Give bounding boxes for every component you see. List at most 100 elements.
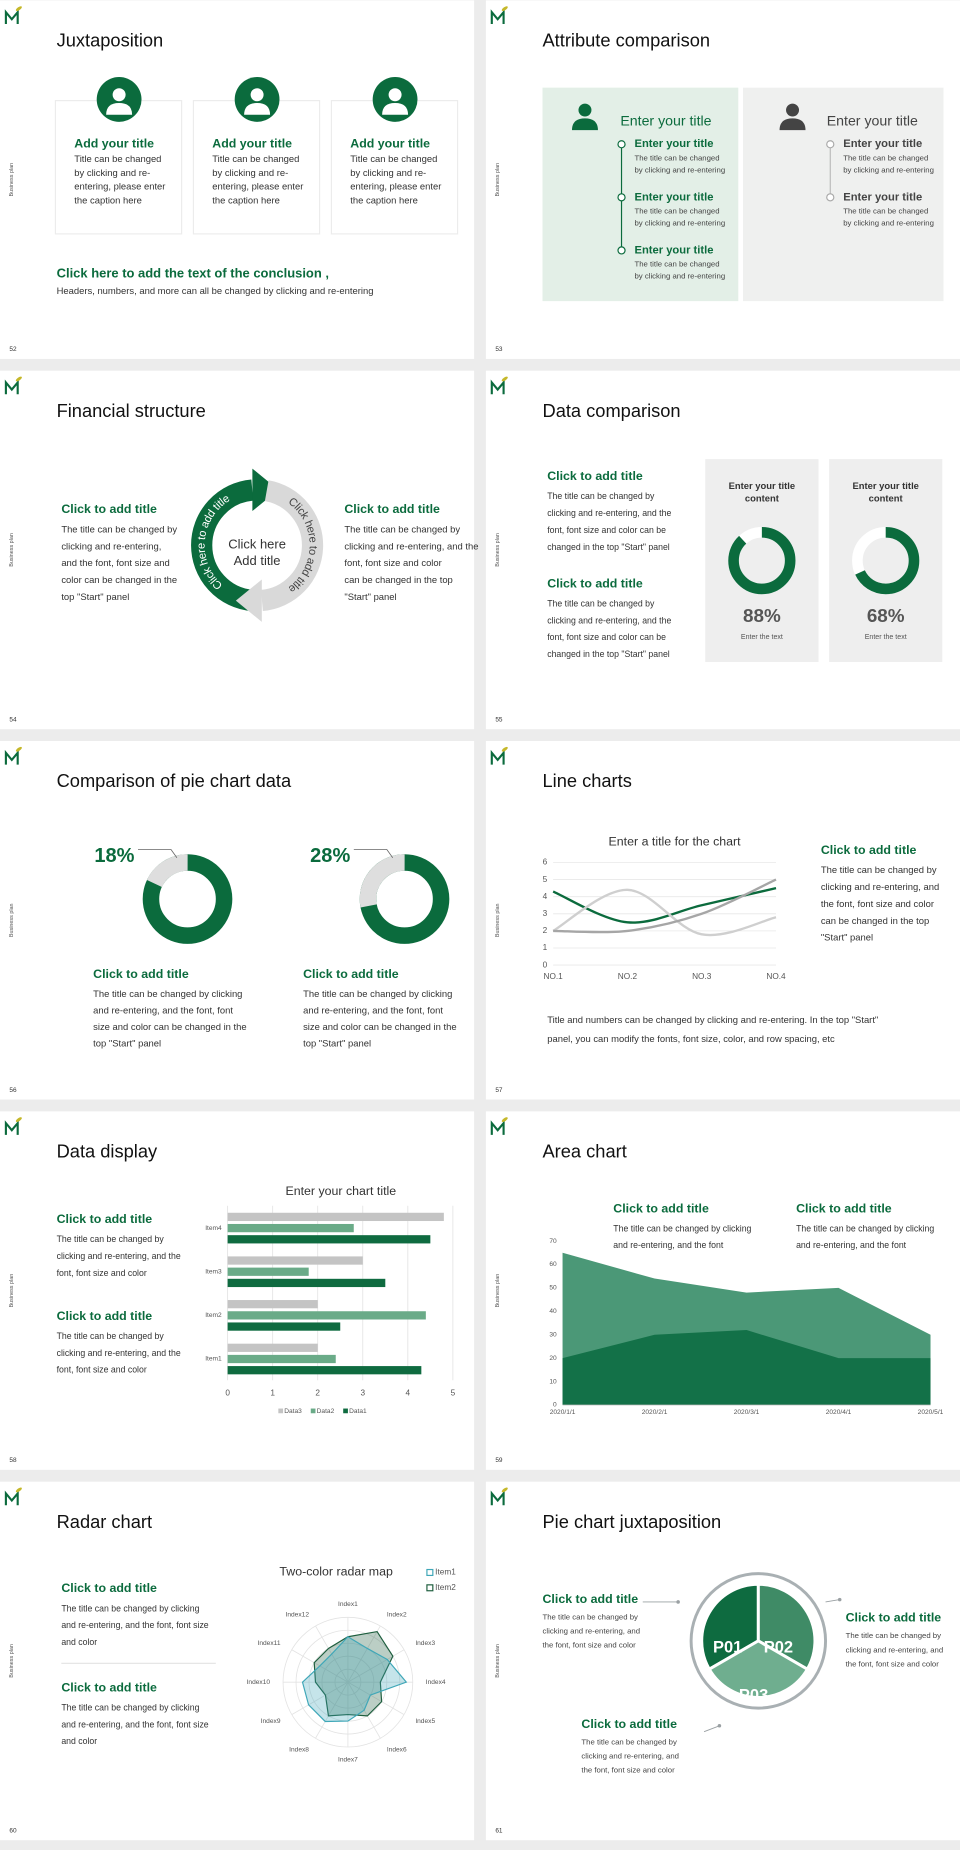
x-tick-label: 2020/5/1 <box>918 1409 944 1416</box>
body-text: the font, font size and color <box>846 1660 940 1669</box>
page-number: 59 <box>495 1457 503 1464</box>
card <box>54 100 183 235</box>
panel-icon-body <box>779 118 806 131</box>
donut-arc <box>852 526 920 595</box>
logo-leaf <box>501 746 508 752</box>
item-title: Enter your title <box>634 191 713 203</box>
block-title: Click to add title <box>61 1680 157 1694</box>
x-tick-label: 2020/4/1 <box>826 1409 852 1416</box>
segment <box>707 1639 810 1699</box>
body-text: The title can be changed by clicking <box>61 1603 199 1613</box>
body-text: "Start" panel <box>344 591 396 602</box>
page-number: 58 <box>9 1457 17 1464</box>
block-title: Click to add title <box>57 1309 153 1323</box>
value-label: 28% <box>310 845 350 867</box>
axis-label: Index4 <box>426 1679 446 1686</box>
icon-head <box>250 88 264 102</box>
body-text: top "Start" panel <box>61 591 129 602</box>
block-title: Click to add title <box>344 502 440 516</box>
y-tick-label: Item4 <box>205 1225 222 1232</box>
slide-title: Comparison of pie chart data <box>57 770 292 791</box>
slide <box>485 741 960 1100</box>
body-text: The title can be changed by <box>547 599 655 609</box>
body-text: The title can be changed by clicking <box>303 988 452 999</box>
x-tick-label: 4 <box>406 1388 411 1397</box>
panel-icon-body <box>571 118 598 131</box>
legend-label: Data3 <box>284 1408 302 1415</box>
body-text: Title can be changed <box>74 153 161 164</box>
slide <box>0 741 475 1100</box>
body-text: The title can be changed by <box>581 1737 677 1746</box>
bar <box>227 1300 318 1309</box>
leader-line <box>353 849 394 859</box>
spoke <box>291 1681 349 1715</box>
body-text: The title can be changed by <box>821 864 937 875</box>
block-title: Click to add title <box>547 576 643 590</box>
body-text: The title can be changed by <box>61 523 177 534</box>
chart-title: Enter a title for the chart <box>609 835 742 849</box>
chart-title: Enter your chart title <box>285 1184 396 1198</box>
body-text: clicking and re-entering, and <box>581 1752 679 1761</box>
y-tick-label: 20 <box>549 1355 557 1362</box>
side-label: Business plan <box>9 1274 15 1308</box>
side-label: Business plan <box>495 903 501 937</box>
conclusion-title: Click here to add the text of the conclu… <box>57 265 329 280</box>
x-tick-label: 0 <box>225 1388 230 1397</box>
cycle-arrow <box>252 468 279 512</box>
donut-arc <box>728 526 796 595</box>
item-title: Enter your title <box>634 138 713 150</box>
x-tick-label: NO.1 <box>543 972 563 981</box>
axis-label: Index6 <box>387 1746 407 1753</box>
body-text: and re-entering, and the font <box>613 1240 724 1250</box>
item-title: Enter your title <box>843 138 922 150</box>
body-text: the font, font size and color <box>581 1766 675 1775</box>
body-text: the caption here <box>74 194 142 205</box>
logo <box>4 749 19 765</box>
body-text: entering, please enter <box>212 181 303 192</box>
center-text: Click here <box>228 537 286 552</box>
body-text: clicking and re-entering, and <box>846 1645 944 1654</box>
legend-label: Data2 <box>317 1408 335 1415</box>
y-tick-label: 60 <box>549 1261 557 1268</box>
page-number: 55 <box>495 717 503 724</box>
body-text: clicking and re-entering, and the <box>57 1251 181 1261</box>
axis-label: Index2 <box>387 1611 407 1618</box>
spoke <box>347 1649 405 1683</box>
side-label: Business plan <box>495 533 501 567</box>
y-tick-label: 50 <box>549 1285 557 1292</box>
logo <box>4 1490 19 1506</box>
panel-title: content <box>869 493 904 504</box>
legend-swatch <box>426 1584 434 1592</box>
page-number: 57 <box>495 1087 503 1094</box>
side-label: Business plan <box>495 1644 501 1678</box>
axis-label: Index9 <box>261 1718 281 1725</box>
body-text: top "Start" panel <box>303 1038 371 1049</box>
legend-swatch <box>310 1408 316 1414</box>
block-title: Click to add title <box>303 967 399 981</box>
panel-title: Enter your title <box>620 113 711 129</box>
y-tick-label: 3 <box>543 909 548 918</box>
panel <box>742 87 944 302</box>
body-text: The title can be changed <box>843 153 928 162</box>
page-number: 52 <box>9 346 17 353</box>
logo-leaf <box>15 1487 22 1493</box>
body-text: "Start" panel <box>821 932 873 943</box>
body-text: The title can be changed by <box>547 491 655 501</box>
body-text: entering, please enter <box>350 181 441 192</box>
item-title: Enter your title <box>843 191 922 203</box>
body-text: font, font size and color <box>57 1268 147 1278</box>
caption: Enter the text <box>865 634 907 641</box>
x-tick-label: 1 <box>270 1388 275 1397</box>
body-text: the caption here <box>212 194 280 205</box>
body-text: the font, font size and color <box>543 1641 637 1650</box>
y-tick-label: Item1 <box>205 1356 222 1363</box>
side-label: Business plan <box>9 533 15 567</box>
bar <box>227 1354 336 1364</box>
body-text: can be changed in the top <box>821 915 929 926</box>
body-text: and color <box>61 1736 97 1746</box>
bar <box>227 1212 444 1222</box>
body-text: The title can be changed <box>634 207 719 216</box>
body-text: changed in the top "Start" panel <box>547 542 670 552</box>
x-tick-label: 2020/2/1 <box>642 1409 668 1416</box>
note-text: panel, you can modify the fonts, font si… <box>547 1033 835 1044</box>
